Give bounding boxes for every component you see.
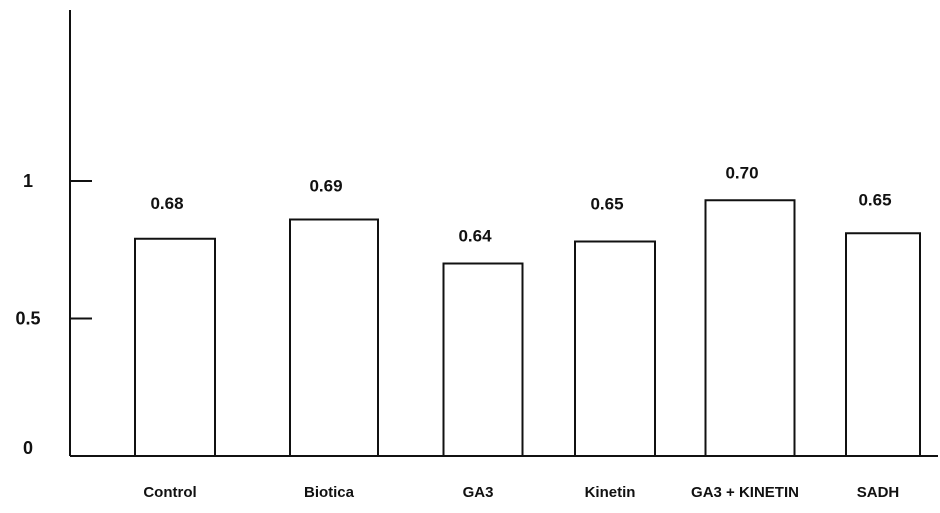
- bar: [134, 237, 216, 457]
- data-label: 0.65: [858, 190, 891, 209]
- bar: [574, 240, 656, 457]
- category-label: Control: [143, 484, 196, 501]
- data-label: 0.69: [309, 177, 342, 196]
- bar: [442, 262, 524, 457]
- category-label: SADH: [857, 484, 900, 501]
- data-label: 0.64: [458, 227, 492, 246]
- category-labels: Control Biotica GA3 Kinetin GA3 + KINETIN SAD…: [143, 484, 899, 501]
- category-label: Biotica: [304, 484, 355, 501]
- bar: [704, 199, 796, 457]
- y-tick-label: 0: [23, 438, 33, 458]
- y-ticks: 00.51: [15, 171, 92, 458]
- bars: [134, 199, 921, 457]
- data-label: 0.68: [150, 194, 183, 213]
- bar: [289, 218, 379, 457]
- bar: [845, 232, 921, 457]
- category-label: GA3: [463, 484, 494, 501]
- y-tick-label: 1: [23, 171, 33, 191]
- category-label: GA3 + KINETIN: [691, 484, 799, 501]
- data-label: 0.65: [590, 195, 623, 214]
- category-label: Kinetin: [585, 484, 636, 501]
- y-tick-label: 0.5: [15, 309, 40, 329]
- data-label: 0.70: [725, 163, 758, 182]
- bar-data-labels: 0.68 0.69 0.64 0.65 0.70 0.65: [150, 163, 891, 245]
